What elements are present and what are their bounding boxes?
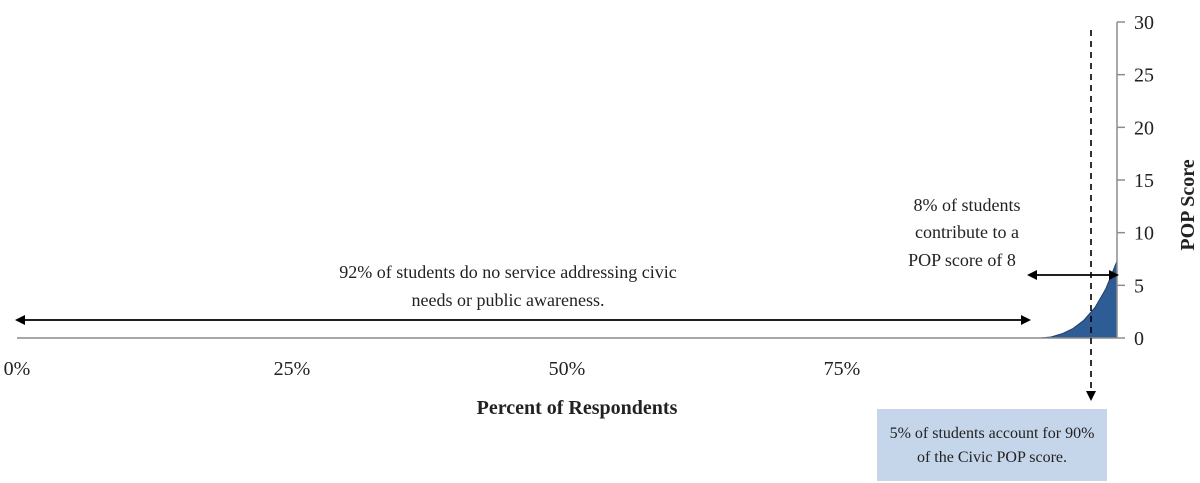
y-axis-title: POP Score (1177, 159, 1199, 250)
x-axis-ticks: 0% 25% 50% 75% (4, 358, 861, 380)
y-tick-label: 0 (1134, 328, 1144, 350)
left-span-text-line2: needs or public awareness. (412, 290, 605, 310)
y-tick-label: 25 (1134, 65, 1154, 87)
callout-text-line2: of the Civic POP score. (916, 449, 1068, 466)
y-tick-label: 20 (1134, 117, 1154, 139)
callout-text-line1: 5% of students account for 90% (889, 425, 1095, 442)
x-tick-label: 0% (4, 358, 31, 380)
y-tick-label: 5 (1134, 275, 1144, 297)
pop-score-area (1039, 260, 1118, 339)
right-span-text-line3: POP score of 8 (908, 250, 1016, 270)
y-tick-label: 15 (1134, 170, 1154, 192)
left-span-text-line1: 92% of students do no service addressing… (339, 262, 676, 282)
x-tick-label: 25% (274, 358, 311, 380)
x-tick-label: 50% (549, 358, 586, 380)
right-span-text-line1: 8% of students (914, 195, 1021, 215)
y-tick-label: 10 (1134, 223, 1154, 245)
x-axis-title: Percent of Respondents (477, 397, 678, 419)
y-axis-ticks: 0 5 10 15 20 25 30 (1117, 12, 1154, 350)
callout-box: 5% of students account for 90% of the Ci… (877, 409, 1107, 481)
right-span-text-line2: contribute to a (915, 222, 1019, 242)
x-tick-label: 75% (824, 358, 861, 380)
y-tick-label: 30 (1134, 12, 1154, 34)
